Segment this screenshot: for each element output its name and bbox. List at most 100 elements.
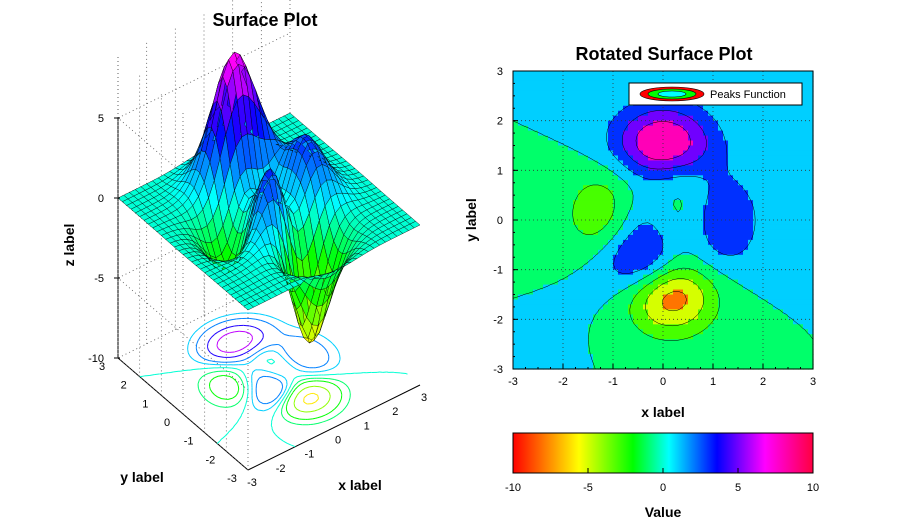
contour-cell <box>603 299 609 306</box>
contour-cell <box>678 105 684 112</box>
contour-cell <box>783 130 789 137</box>
contour-cell <box>633 274 639 281</box>
contour-cell <box>548 294 554 301</box>
contour-cell <box>728 200 734 206</box>
contour-cell <box>598 284 604 291</box>
contour-cell <box>608 80 614 87</box>
contour-segment <box>281 393 284 398</box>
contour-segment <box>211 324 216 328</box>
contour-cell <box>718 339 724 345</box>
contour-segment <box>245 331 250 334</box>
contour-cell <box>523 175 529 181</box>
contour-cell <box>578 71 584 77</box>
contour-cell <box>628 294 634 301</box>
contour-cell <box>693 135 699 142</box>
contour-cell <box>688 284 694 291</box>
contour-cell <box>633 239 639 246</box>
contour-segment <box>251 372 254 377</box>
contour-cell <box>763 180 769 186</box>
contour-cell <box>743 170 749 176</box>
contour-cell <box>533 185 539 191</box>
contour-cell <box>738 354 744 360</box>
contour-cell <box>588 274 594 281</box>
contour-cell <box>698 354 704 360</box>
contour-cell <box>598 185 604 191</box>
contour-cell <box>643 294 649 301</box>
contour-segment <box>326 350 329 354</box>
contour-segment <box>149 374 155 376</box>
contour-cell <box>753 195 759 201</box>
contour-cell <box>653 165 659 171</box>
contour-cell <box>593 319 599 325</box>
contour-cell <box>613 239 619 246</box>
contour-cell <box>568 259 574 266</box>
contour-cell <box>608 140 614 147</box>
contour-cell <box>763 140 769 147</box>
contour-cell <box>713 294 719 301</box>
contour-cell <box>783 234 789 241</box>
contour-cell <box>523 185 529 191</box>
contour-cell <box>663 249 669 256</box>
contour-cell <box>603 319 609 325</box>
contour-cell <box>673 110 679 117</box>
contour-segment <box>234 355 240 358</box>
contour-cell <box>648 284 654 291</box>
contour-cell <box>598 254 604 261</box>
contour-cell <box>523 319 529 325</box>
contour-segment <box>302 370 306 373</box>
contour-cell <box>643 274 649 281</box>
contour-cell <box>723 329 729 335</box>
contour-cell <box>783 115 789 122</box>
contour-cell <box>558 165 564 171</box>
contour-segment <box>271 361 275 365</box>
contour-cell <box>568 85 574 92</box>
contour-cell <box>623 150 629 157</box>
contour-cell <box>698 145 704 152</box>
contour-cell <box>553 85 559 92</box>
contour-segment <box>187 341 190 346</box>
contour-cell <box>693 140 699 147</box>
contour-cell <box>528 349 534 355</box>
contour-cell <box>673 249 679 256</box>
contour-cell <box>543 90 549 97</box>
contour-cell <box>713 349 719 355</box>
contour-cell <box>673 195 679 201</box>
contour-cell <box>593 95 599 102</box>
contour-cell <box>563 299 569 306</box>
contour-cell <box>673 160 679 166</box>
contour-cell <box>573 359 579 365</box>
contour-cell <box>598 190 604 196</box>
contour-cell <box>558 120 564 127</box>
contour-cell <box>558 314 564 320</box>
contour-cell <box>568 249 574 256</box>
contour-segment <box>291 422 297 425</box>
contour-cell <box>643 229 649 236</box>
contour-cell <box>693 239 699 246</box>
contour-cell <box>663 269 669 276</box>
contour-segment <box>239 353 244 357</box>
contour-cell <box>683 195 689 201</box>
contour-cell <box>563 120 569 127</box>
contour-cell <box>523 284 529 291</box>
contour-cell <box>668 264 674 271</box>
contour-segment <box>200 393 204 398</box>
contour-cell <box>578 145 584 152</box>
contour-cell <box>758 234 764 241</box>
contour-cell <box>718 170 724 176</box>
contour-cell <box>683 155 689 161</box>
contour-segment <box>286 442 292 446</box>
contour-cell <box>738 205 744 211</box>
contour-cell <box>518 190 524 196</box>
contour-cell <box>573 344 579 350</box>
contour-segment <box>302 365 308 368</box>
contour-cell <box>608 359 614 365</box>
contour-cell <box>728 354 734 360</box>
contour-cell <box>753 324 759 330</box>
contour-cell <box>658 359 664 365</box>
contour-cell <box>558 239 564 246</box>
contour-cell <box>658 344 664 350</box>
contour-segment <box>211 377 215 381</box>
contour-cell <box>593 195 599 201</box>
contour-cell <box>723 105 729 112</box>
